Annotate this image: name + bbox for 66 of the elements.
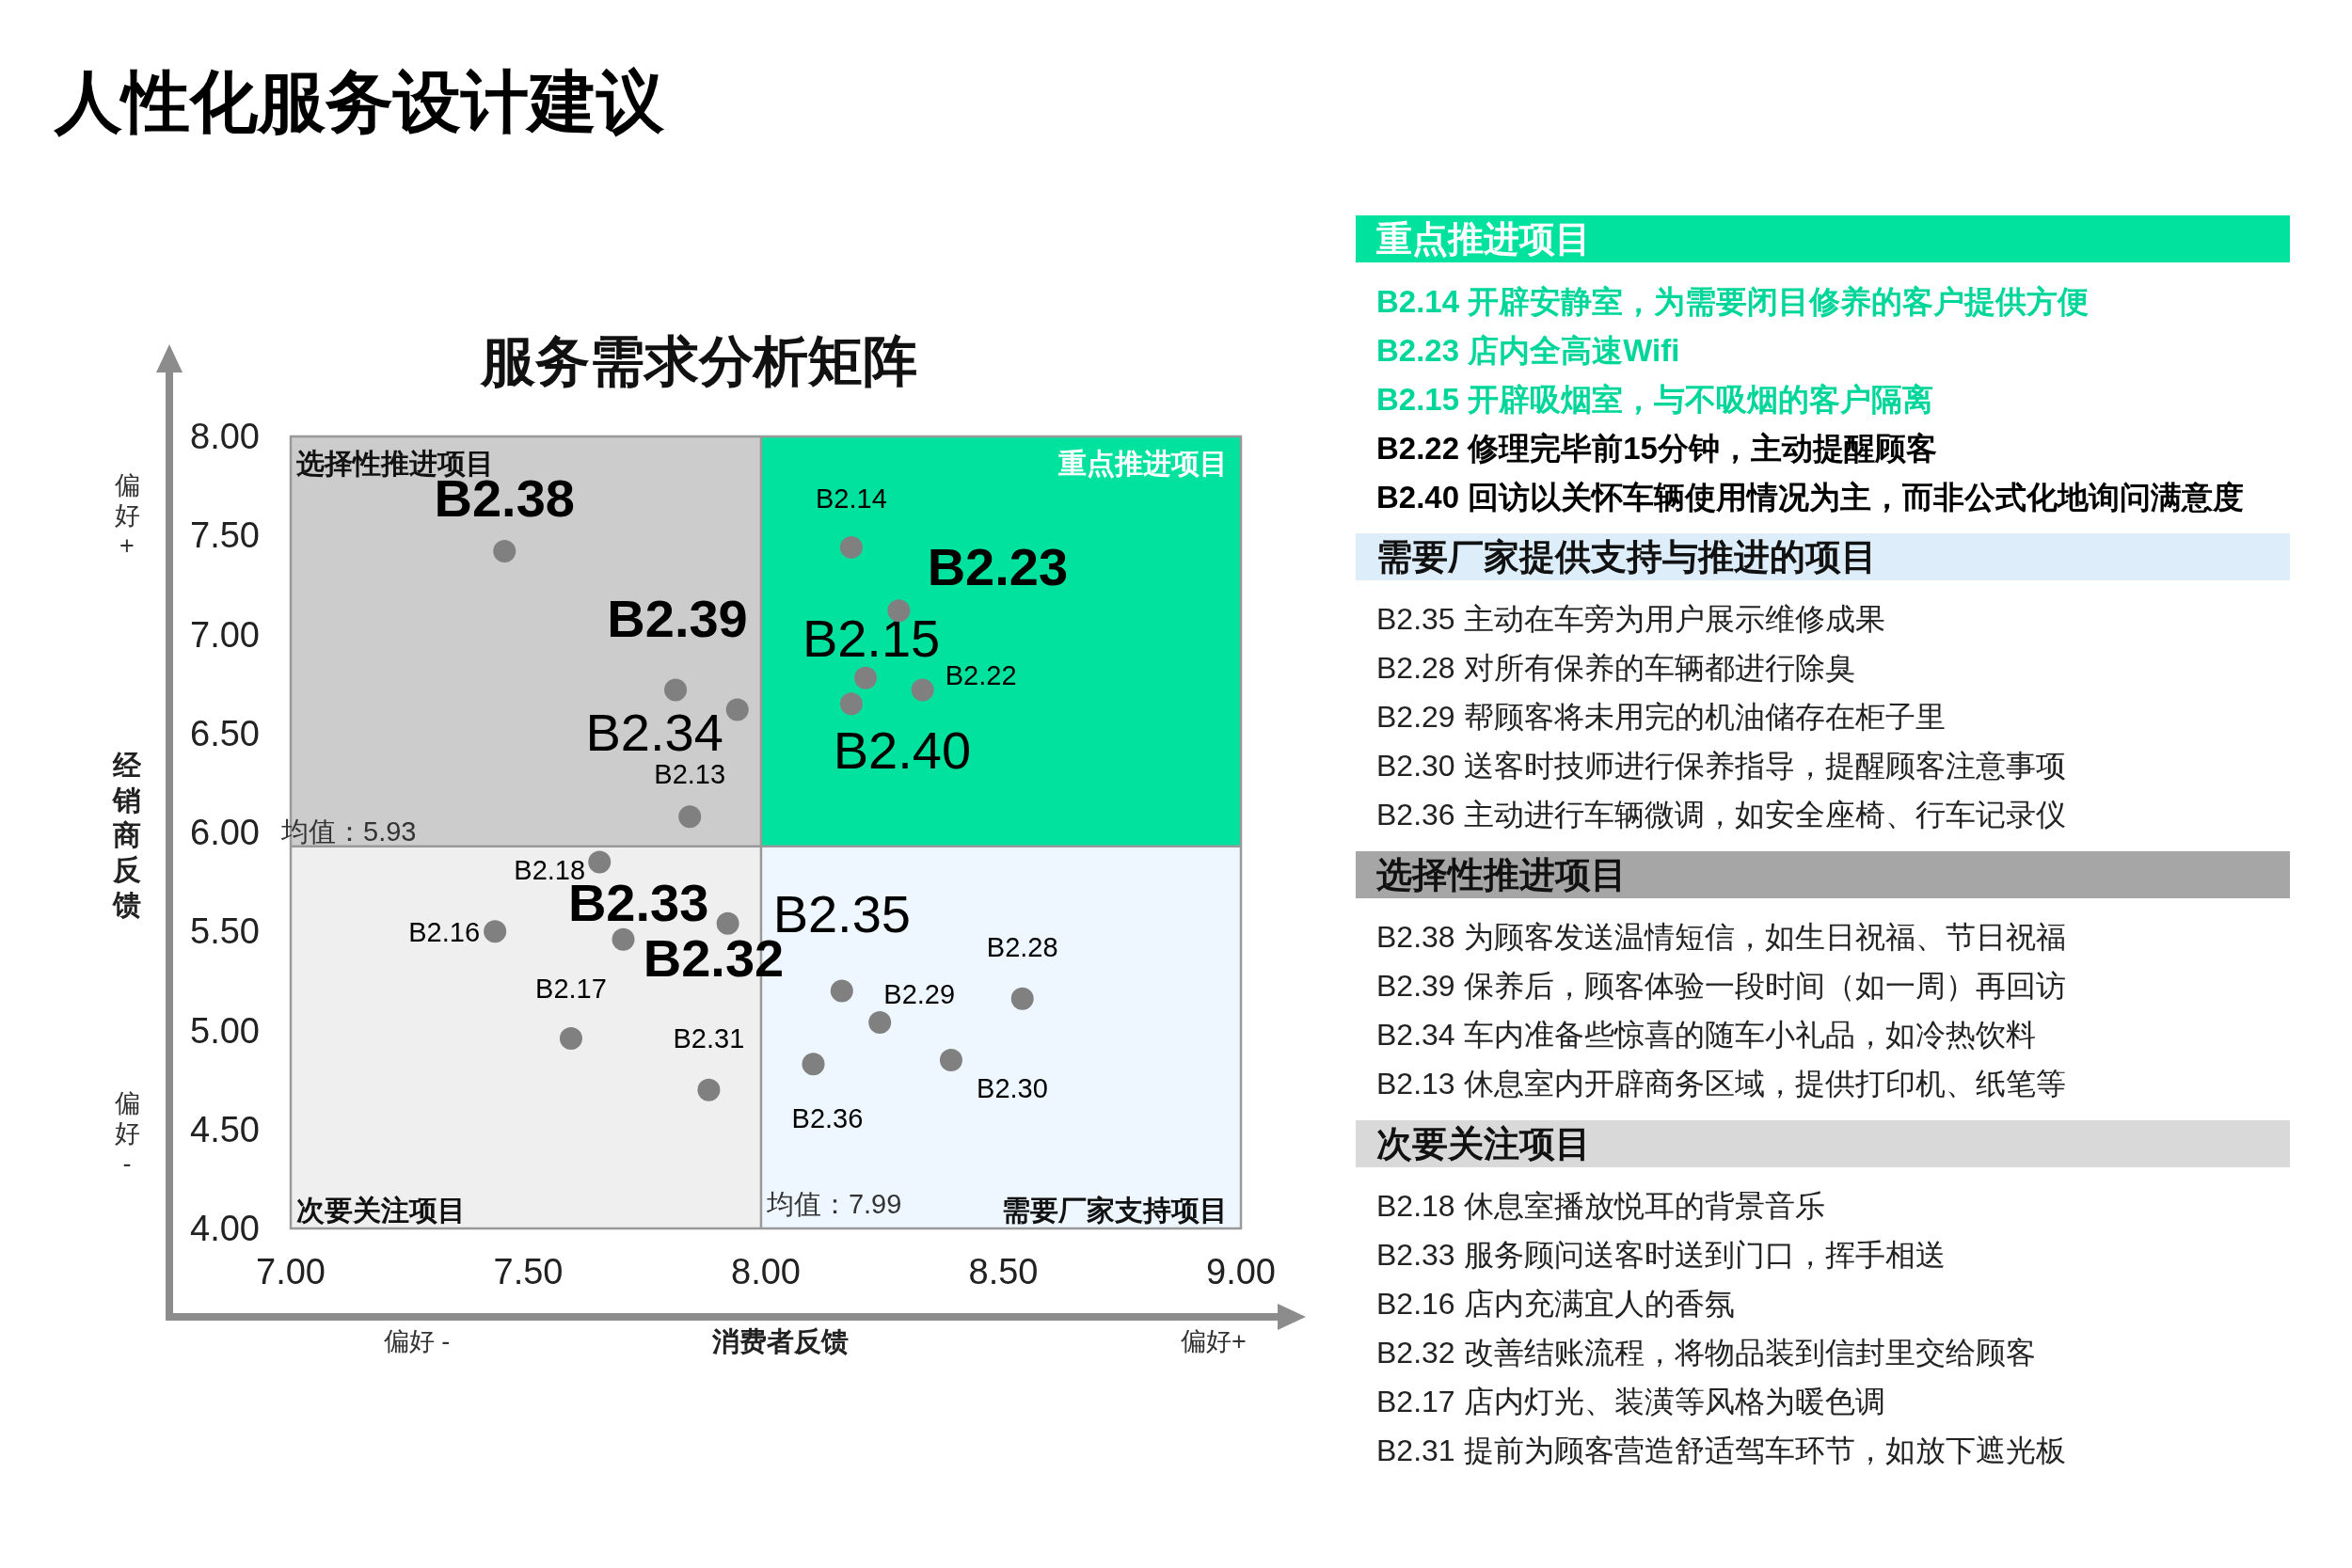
x-tick-label: 8.00 [731, 1252, 801, 1291]
annotation: B2.22 [945, 660, 1017, 691]
text: 偏好+ [114, 471, 140, 560]
annotation: B2.23 [927, 536, 1069, 596]
x-tick-label: 7.50 [493, 1252, 564, 1291]
annotation: 次要关注项目 [296, 1194, 466, 1226]
text: 选择性推进项目 [1375, 855, 1627, 895]
annotation: B2.36 [791, 1103, 864, 1134]
subtitle: 服务需求分析矩阵 [481, 329, 917, 391]
text: B2.22 修理完毕前15分钟，主动提醒顾客 [1376, 430, 1937, 466]
text: B2.39 保养后，顾客体验一段时间（如一周）再回访 [1376, 969, 2066, 1003]
text: B2.30 送客时技师进行保养指导，提醒顾客注意事项 [1376, 749, 2066, 783]
annotation: B2.29 [883, 979, 956, 1010]
text: B2.35 主动在车旁为用户展示维修成果 [1376, 602, 1885, 636]
title: 人性化服务设计建议 [55, 64, 664, 139]
y-tick-label: 5.50 [190, 911, 260, 952]
text: B2.36 主动进行车辆微调，如安全座椅、行车记录仪 [1376, 798, 2066, 832]
text: B2.18 休息室播放悦耳的背景音乐 [1376, 1189, 1825, 1223]
y-tick-label: 6.50 [190, 713, 260, 753]
y-tick-label: 7.00 [190, 614, 260, 655]
y-tick-label: 4.50 [190, 1109, 260, 1149]
text: B2.32 改善结账流程，将物品装到信封里交给顾客 [1376, 1336, 2036, 1370]
text: B2.16 店内充满宜人的香氛 [1376, 1287, 1735, 1321]
text: 需要厂家提供支持与推进的项目 [1376, 537, 1877, 577]
annotation: B2.13 [654, 759, 726, 790]
x-tick-label: 7.00 [256, 1252, 326, 1291]
annotation: B2.16 [408, 917, 481, 948]
annotation: B2.15 [802, 609, 941, 669]
text: 偏好+ [1181, 1327, 1247, 1355]
y-tick-label: 7.50 [190, 515, 260, 556]
text: 次要关注项目 [1376, 1124, 1591, 1164]
text: B2.14 开辟安静室，为需要闭目修养的客户提供方便 [1376, 283, 2090, 319]
annotation: 重点推进项目 [1058, 447, 1228, 479]
text: B2.33 服务顾问送客时送到门口，挥手相送 [1376, 1238, 1946, 1272]
text: B2.38 为顾客发送温情短信，如生日祝福、节日祝福 [1376, 920, 2066, 954]
text: 偏好- [114, 1089, 140, 1178]
text: B2.31 提前为顾客营造舒适驾车环节，如放下遮光板 [1376, 1433, 2066, 1467]
x-axis-title: 消费者反馈 [710, 1326, 849, 1356]
annotation: B2.39 [607, 588, 748, 648]
annotation: B2.14 [816, 483, 887, 514]
text: B2.29 帮顾客将未用完的机油储存在柜子里 [1376, 700, 1946, 734]
y-tick-label: 8.00 [190, 417, 260, 456]
annotation: B2.17 [535, 973, 607, 1004]
annotation: B2.34 [585, 702, 723, 762]
text: B2.40 回访以关怀车辆使用情况为主，而非公式化地询问满意度 [1376, 479, 2245, 515]
text: B2.23 店内全高速Wifi [1376, 332, 1680, 368]
y-tick-label: 6.00 [190, 813, 260, 852]
text: B2.34 车内准备些惊喜的随车小礼品，如冷热饮料 [1376, 1018, 2036, 1052]
text: B2.17 店内灯光、装潢等风格为暖色调 [1376, 1385, 1885, 1418]
y-tick-label: 5.00 [190, 1010, 260, 1051]
text: B2.28 对所有保养的车辆都进行除臭 [1376, 651, 1855, 685]
x-tick-label: 8.50 [968, 1252, 1039, 1291]
text: B2.15 开辟吸烟室，与不吸烟的客户隔离 [1376, 381, 1934, 417]
ref-line-label: 均值：7.99 [765, 1189, 902, 1219]
text: B2.13 休息室内开辟商务区域，提供打印机、纸笔等 [1376, 1067, 2066, 1101]
text: 偏好 - [383, 1327, 451, 1355]
y-tick-label: 4.00 [190, 1209, 260, 1248]
annotation: B2.31 [673, 1022, 745, 1053]
annotation: B2.30 [977, 1073, 1048, 1104]
annotation: 需要厂家支持项目 [1002, 1194, 1228, 1226]
y-axis-title: 经销商反馈 [111, 749, 142, 920]
text: 重点推进项目 [1376, 219, 1591, 259]
annotation: B2.28 [986, 931, 1058, 962]
ref-line-label: 均值：5.93 [280, 816, 417, 847]
x-tick-label: 9.00 [1206, 1252, 1276, 1291]
annotation: B2.40 [833, 720, 972, 780]
